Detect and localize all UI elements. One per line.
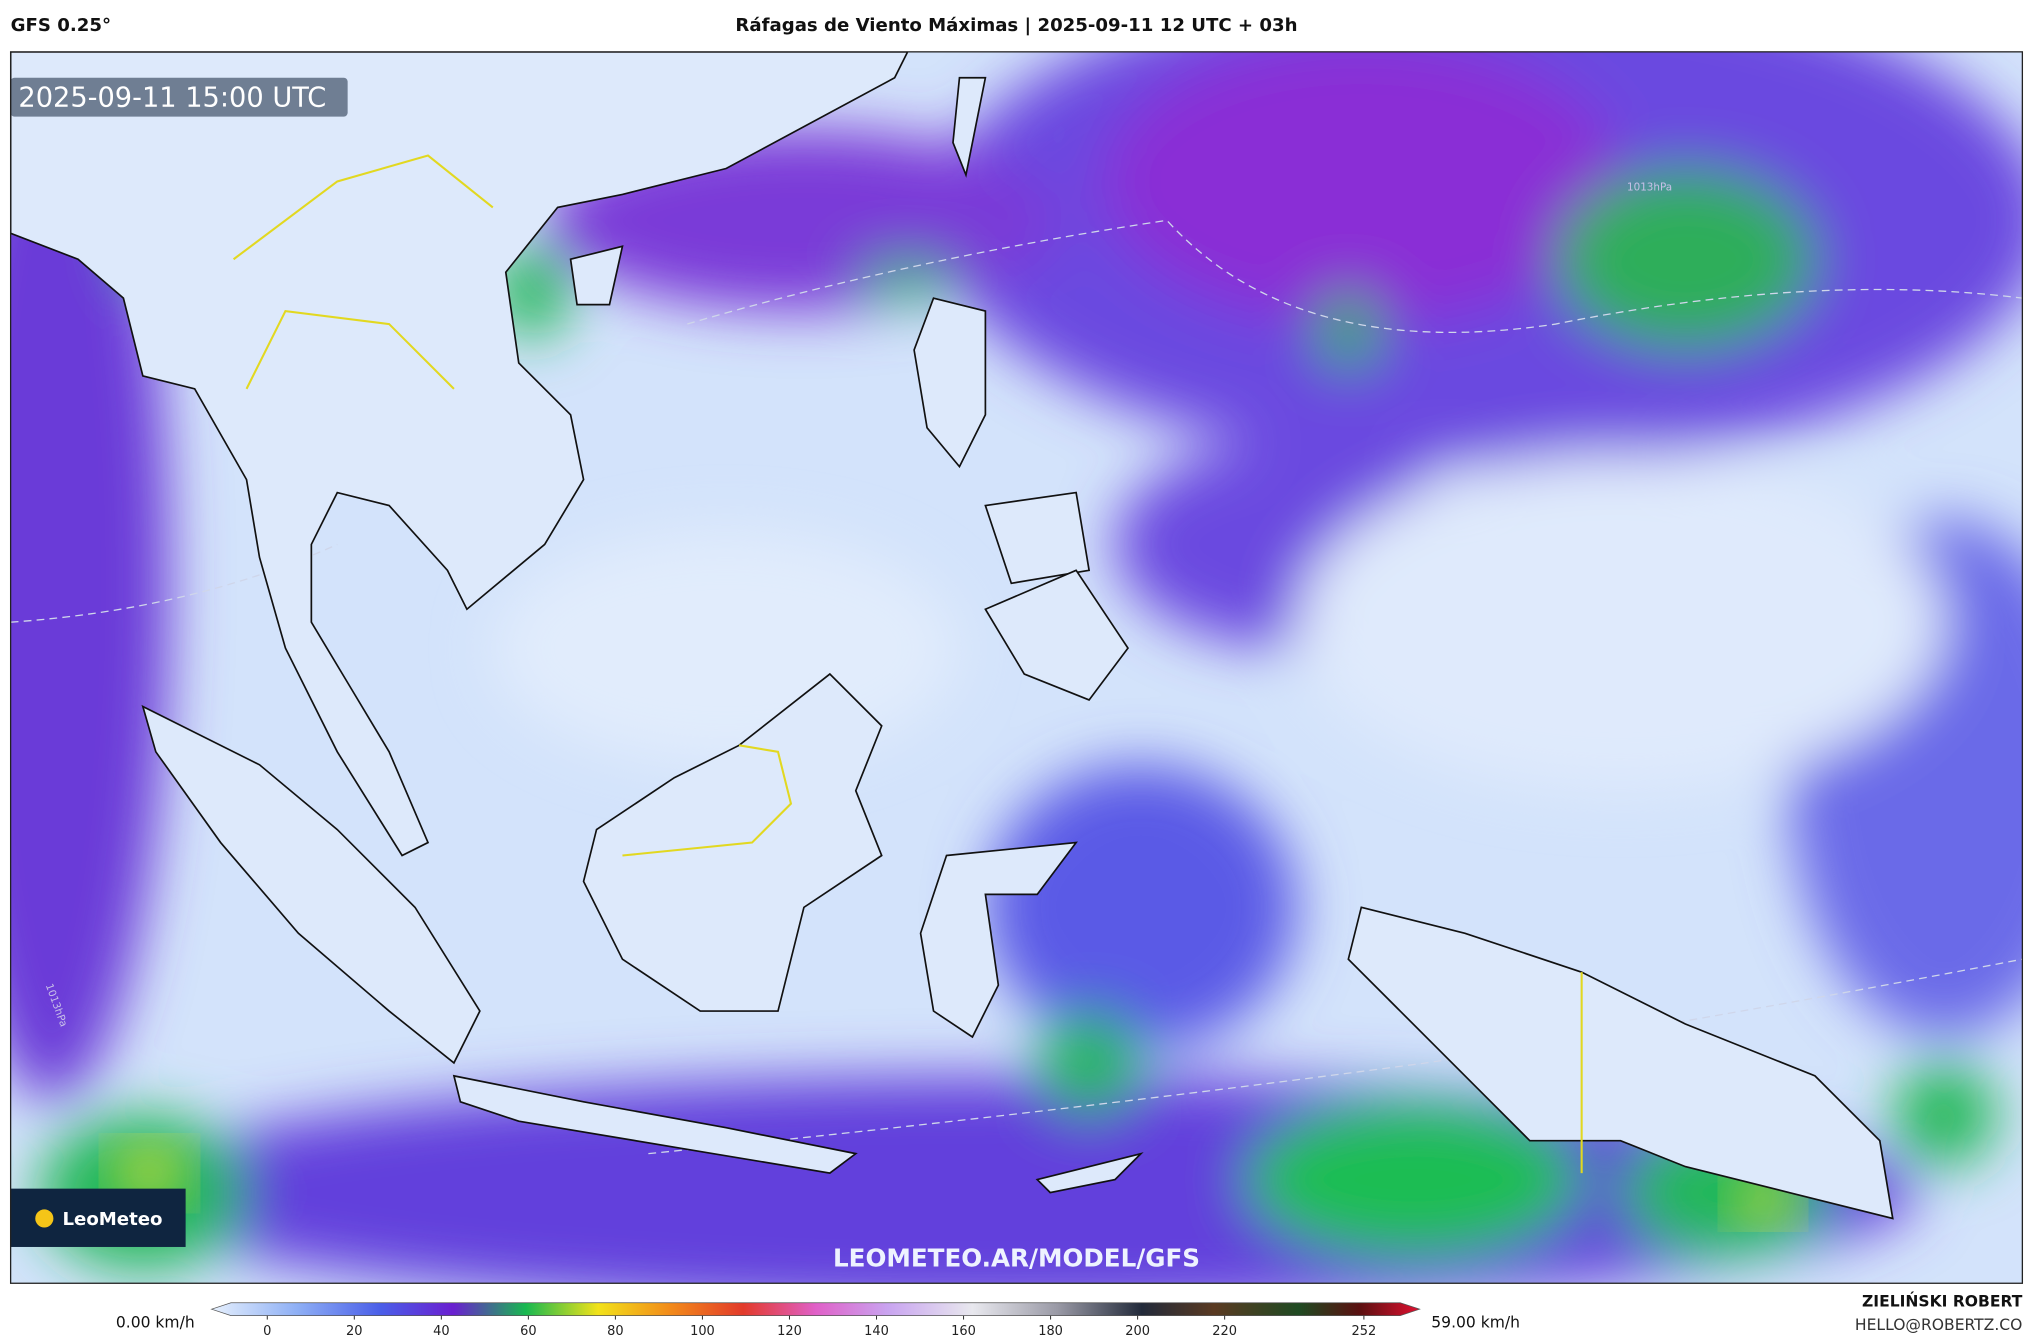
colorbar-tick-label: 252 — [1352, 1324, 1377, 1339]
valid-time: 2025-09-11 15:00 UTC — [18, 82, 326, 113]
colorbar-tick-label: 200 — [1125, 1324, 1150, 1339]
isobar-label: 1013hPa — [1627, 182, 1672, 194]
watermark: LEOMETEO.AR/MODEL/GFS — [833, 1243, 1200, 1272]
colorbar-tick-label: 100 — [690, 1324, 715, 1339]
colorbar-min: 0.00 km/h — [116, 1313, 195, 1331]
colorbar-tick-label: 40 — [433, 1324, 449, 1339]
credit-email: HELLO@ROBERTZ.CO — [1855, 1316, 2022, 1334]
model-label: GFS 0.25° — [11, 15, 111, 36]
logo: LeoMeteo — [62, 1209, 162, 1230]
colorbar-max: 59.00 km/h — [1431, 1313, 1520, 1331]
credit-author: ZIELIŃSKI ROBERT — [1862, 1292, 2023, 1311]
colorbar-tick-label: 80 — [607, 1324, 623, 1339]
time-badge — [10, 77, 348, 117]
colorbar-tick-label: 220 — [1212, 1324, 1237, 1339]
colorbar: 0 20 40 60 80 100 120 140 160 180 200 220 252 — [210, 1302, 1421, 1339]
colorbar-tick-label: 0 — [263, 1324, 271, 1339]
colorbar-tick-label: 160 — [951, 1324, 976, 1339]
colorbar-tick-label: 120 — [777, 1324, 802, 1339]
map: 1013hPa 1013hPa 2025-09-11 15:00 UTC Leo… — [10, 51, 2023, 1284]
colorbar-tick-label: 60 — [520, 1324, 536, 1339]
map-title: Ráfagas de Viento Máximas | 2025-09-11 1… — [735, 15, 1297, 36]
logo-sun — [35, 1209, 54, 1228]
colorbar-tick-label: 140 — [864, 1324, 889, 1339]
land — [10, 51, 1894, 1220]
colorbar-tick-label: 180 — [1038, 1324, 1063, 1339]
colorbar-tick-label: 20 — [346, 1324, 362, 1339]
